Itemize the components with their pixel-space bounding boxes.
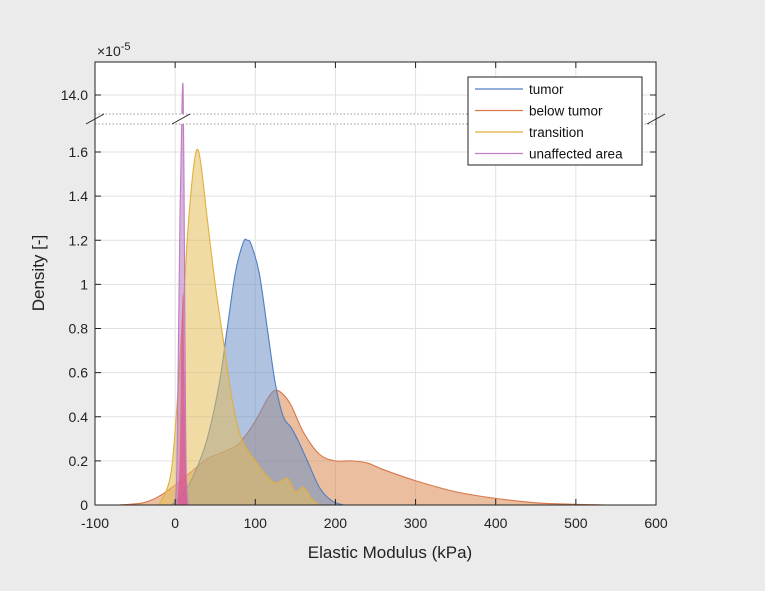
y-exponent-label: ×10-5: [97, 41, 131, 59]
legend-label-tumor: tumor: [529, 82, 564, 97]
spike-overlay-area: [177, 293, 188, 505]
legend-label-below-tumor: below tumor: [529, 104, 603, 119]
x-tick-label: -100: [81, 515, 109, 531]
density-areas: [118, 82, 608, 505]
y-axis-title: Density [-]: [29, 235, 48, 312]
x-axis-title: Elastic Modulus (kPa): [308, 543, 472, 562]
legend-box: [467, 76, 643, 166]
line-transition: [158, 148, 320, 505]
x-tick-label: 500: [564, 515, 588, 531]
x-tick-label: 200: [324, 515, 348, 531]
y-tick-label: 0: [80, 497, 88, 513]
y-tick-label: 0.4: [69, 409, 89, 425]
y-tick-label: 1.4: [69, 188, 89, 204]
x-tick-label: 300: [404, 515, 428, 531]
line-unaffected-area: [174, 82, 189, 505]
y-tick-label: 0.2: [69, 453, 89, 469]
y-tick-label: 1.2: [69, 232, 89, 248]
x-tick-labels: -100 0 100 200 300 400 500 600: [81, 515, 668, 531]
y-tick-label: 0.8: [69, 321, 89, 337]
x-tick-label: 0: [171, 515, 179, 531]
x-tick-label: 400: [484, 515, 508, 531]
y-tick-labels: 0 0.2 0.4 0.6 0.8 1 1.2 1.4 1.6: [69, 144, 89, 513]
x-tick-label: 100: [244, 515, 268, 531]
y-tick-label: 1.6: [69, 144, 89, 160]
legend-label-transition: transition: [529, 125, 584, 140]
tick-marks: [94, 62, 657, 506]
area-transition: [159, 149, 320, 505]
upper-y-tick-label: 14.0: [61, 87, 88, 103]
legend-label-unaffected-area: unaffected area: [529, 147, 623, 162]
plot-border: [94, 61, 657, 506]
area-unaffected-area: [175, 83, 188, 505]
y-tick-label: 1: [80, 276, 88, 292]
legend: tumor below tumor transition unaffected are…: [467, 76, 643, 166]
x-tick-label: 600: [644, 515, 668, 531]
y-tick-label: 0.6: [69, 365, 89, 381]
pink-spike-overlay: [177, 293, 188, 505]
